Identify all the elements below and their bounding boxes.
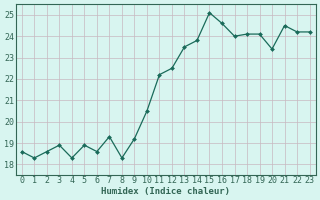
X-axis label: Humidex (Indice chaleur): Humidex (Indice chaleur) (101, 187, 230, 196)
